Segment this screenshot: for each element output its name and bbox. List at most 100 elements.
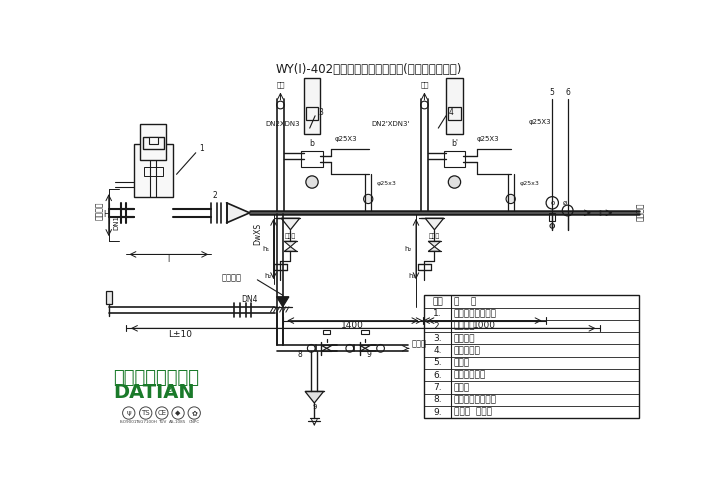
Text: ✿: ✿ xyxy=(192,410,197,416)
Text: 蒸汽管道: 蒸汽管道 xyxy=(454,321,475,330)
Text: 排空: 排空 xyxy=(420,81,428,89)
Polygon shape xyxy=(305,391,323,403)
Circle shape xyxy=(506,194,516,204)
Text: L±10: L±10 xyxy=(168,330,192,339)
Text: DN2'XDN3': DN2'XDN3' xyxy=(372,121,410,127)
Bar xyxy=(425,295,639,418)
Text: 9: 9 xyxy=(312,404,317,410)
Text: h₃: h₃ xyxy=(408,273,415,279)
Text: 8.: 8. xyxy=(433,395,442,404)
Text: 1400: 1400 xyxy=(341,321,364,330)
Polygon shape xyxy=(321,345,332,349)
Text: 主安全阀: 主安全阀 xyxy=(454,334,475,343)
Text: 序号: 序号 xyxy=(432,297,443,306)
Text: DN2XDN3: DN2XDN3 xyxy=(265,121,300,127)
Text: 2.: 2. xyxy=(433,321,442,330)
Text: 6: 6 xyxy=(565,88,570,97)
Text: ISO9001: ISO9001 xyxy=(120,421,138,424)
Text: 进口蒸汽: 进口蒸汽 xyxy=(95,201,104,220)
Text: 止回阀: 止回阀 xyxy=(454,383,470,392)
Text: DATIAN: DATIAN xyxy=(113,383,195,402)
Polygon shape xyxy=(428,241,441,246)
Bar xyxy=(361,330,369,334)
Bar xyxy=(301,151,323,166)
Bar xyxy=(449,107,461,120)
Polygon shape xyxy=(360,345,371,349)
Text: φ25X3: φ25X3 xyxy=(335,136,357,142)
Polygon shape xyxy=(426,218,444,230)
Text: CNPC: CNPC xyxy=(189,421,200,424)
Text: 名    称: 名 称 xyxy=(454,297,476,306)
Bar xyxy=(140,124,166,160)
Bar xyxy=(444,151,465,166)
Text: 1: 1 xyxy=(199,144,204,153)
Text: 7.: 7. xyxy=(433,383,442,392)
Bar xyxy=(134,143,173,197)
Text: 排空: 排空 xyxy=(276,81,284,89)
Polygon shape xyxy=(321,349,332,352)
Text: 6.: 6. xyxy=(433,371,442,380)
Bar xyxy=(306,107,318,120)
Text: 4.: 4. xyxy=(433,346,442,355)
Text: 固定支座: 固定支座 xyxy=(221,273,241,282)
Polygon shape xyxy=(284,246,297,252)
Polygon shape xyxy=(276,297,289,307)
Text: 5: 5 xyxy=(550,88,554,97)
Circle shape xyxy=(562,205,573,216)
Text: DwXS: DwXS xyxy=(253,222,262,244)
Text: 大帮泵: 大帮泵 xyxy=(429,233,440,239)
Text: b': b' xyxy=(451,139,458,148)
Text: h₂: h₂ xyxy=(405,246,412,252)
Text: 3: 3 xyxy=(318,108,323,117)
Polygon shape xyxy=(227,203,250,223)
Circle shape xyxy=(546,197,559,209)
Polygon shape xyxy=(282,218,300,230)
Text: DN1: DN1 xyxy=(114,215,120,229)
Text: 直行程减温减压阀: 直行程减温减压阀 xyxy=(454,309,497,318)
Text: h₁: h₁ xyxy=(262,246,270,252)
Text: 1.: 1. xyxy=(433,309,442,318)
Text: 5.: 5. xyxy=(433,359,442,368)
Text: φ25x3: φ25x3 xyxy=(377,181,397,186)
Text: 8: 8 xyxy=(297,350,302,359)
Text: 减温水: 减温水 xyxy=(411,339,426,348)
Text: 1000: 1000 xyxy=(473,321,496,330)
Text: 直行程给水调节阀: 直行程给水调节阀 xyxy=(454,395,497,404)
Text: 节流阀  截止阀: 节流阀 截止阀 xyxy=(454,408,492,417)
Polygon shape xyxy=(428,246,441,252)
Text: ø: ø xyxy=(563,200,567,206)
Text: 3.: 3. xyxy=(433,334,442,343)
Bar xyxy=(304,78,320,133)
Circle shape xyxy=(550,224,554,228)
Circle shape xyxy=(449,176,461,188)
Bar xyxy=(143,137,164,149)
Text: ◆: ◆ xyxy=(176,410,181,416)
Circle shape xyxy=(306,176,318,188)
Text: 9: 9 xyxy=(366,350,372,359)
Text: l: l xyxy=(168,255,170,264)
Text: φ25X3: φ25X3 xyxy=(528,119,551,125)
Text: φ25X3: φ25X3 xyxy=(477,136,500,142)
Text: 出口蒸汽: 出口蒸汽 xyxy=(636,202,645,220)
Text: 大田减温减压装置: 大田减温减压装置 xyxy=(113,369,199,387)
Text: 双金属温度计: 双金属温度计 xyxy=(454,371,486,380)
Bar xyxy=(323,330,330,334)
Bar xyxy=(446,78,463,133)
Text: AS-1085: AS-1085 xyxy=(169,421,186,424)
Text: TS: TS xyxy=(141,410,150,416)
Text: TSG7100H: TSG7100H xyxy=(135,421,156,424)
Text: CE: CE xyxy=(157,410,166,416)
Text: 冲量安全阀: 冲量安全阀 xyxy=(454,346,480,355)
Text: 2: 2 xyxy=(212,191,217,200)
Text: ®: ® xyxy=(166,385,174,394)
Text: 9.: 9. xyxy=(433,408,442,417)
Bar xyxy=(549,213,555,220)
Text: 4: 4 xyxy=(449,108,454,117)
Text: b: b xyxy=(310,139,315,148)
Bar xyxy=(144,166,163,176)
Bar xyxy=(106,291,112,304)
Text: WY(I)-402型减温减压装置系列图(二套冲量安全阀): WY(I)-402型减温减压装置系列图(二套冲量安全阀) xyxy=(276,63,462,76)
Text: φ25x3: φ25x3 xyxy=(519,181,539,186)
Text: DN4: DN4 xyxy=(241,295,257,303)
Text: ψ: ψ xyxy=(127,410,131,416)
